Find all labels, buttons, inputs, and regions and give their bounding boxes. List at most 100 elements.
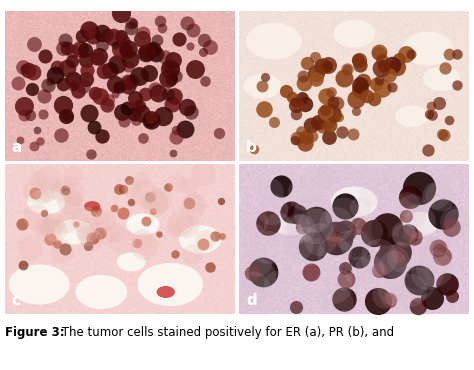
Point <box>119 210 127 216</box>
Point <box>415 277 423 283</box>
Point <box>322 123 329 129</box>
Point <box>52 72 59 78</box>
Point <box>318 124 326 130</box>
Point <box>311 54 319 60</box>
Point <box>128 78 136 84</box>
Point <box>111 42 118 48</box>
Point <box>309 133 316 139</box>
Point <box>325 62 332 68</box>
Point <box>375 49 383 55</box>
Point <box>117 33 124 39</box>
Point <box>447 223 455 229</box>
Point <box>20 112 28 118</box>
Point <box>353 96 360 102</box>
Point <box>103 31 111 37</box>
Point <box>292 99 299 105</box>
Point <box>118 109 126 115</box>
Point <box>85 110 92 116</box>
Point <box>201 78 209 84</box>
Point <box>70 80 77 86</box>
Circle shape <box>180 226 221 253</box>
Point <box>436 193 444 199</box>
Point <box>82 47 89 53</box>
Point <box>212 233 219 239</box>
Point <box>277 183 284 189</box>
Point <box>432 252 440 258</box>
Point <box>385 297 392 303</box>
Point <box>331 236 338 242</box>
Point <box>324 110 331 115</box>
Point <box>128 199 135 205</box>
Point <box>110 229 118 235</box>
Point <box>387 288 394 294</box>
Point <box>411 276 419 282</box>
Point <box>265 189 273 195</box>
Point <box>120 118 128 124</box>
Point <box>46 78 53 84</box>
Point <box>154 90 162 96</box>
Point <box>446 117 453 123</box>
Point <box>100 68 108 74</box>
Circle shape <box>28 190 64 214</box>
Point <box>123 105 131 111</box>
Point <box>356 269 363 275</box>
Point <box>95 53 103 58</box>
Point <box>152 197 160 203</box>
Point <box>415 185 422 191</box>
Point <box>127 20 135 26</box>
Point <box>138 36 146 42</box>
Point <box>147 114 155 120</box>
Point <box>436 247 443 253</box>
Point <box>40 93 47 99</box>
Point <box>374 50 382 56</box>
Point <box>328 110 336 116</box>
Point <box>300 73 307 79</box>
Point <box>190 204 197 209</box>
Point <box>169 57 177 63</box>
Point <box>298 225 305 231</box>
Point <box>374 298 382 304</box>
Point <box>87 237 95 243</box>
Point <box>434 245 442 251</box>
Point <box>292 102 299 108</box>
Point <box>428 102 435 108</box>
Point <box>91 234 99 240</box>
Point <box>40 111 47 117</box>
Point <box>88 235 96 241</box>
Point <box>139 135 147 141</box>
Point <box>443 281 451 287</box>
Point <box>63 219 70 225</box>
Point <box>378 65 385 71</box>
Point <box>322 93 329 99</box>
Point <box>68 58 75 64</box>
Circle shape <box>246 23 301 59</box>
Point <box>140 243 147 249</box>
Point <box>173 135 180 141</box>
Point <box>139 30 147 36</box>
Point <box>132 95 139 101</box>
Point <box>79 83 87 89</box>
Point <box>44 227 52 233</box>
Point <box>156 18 164 24</box>
Point <box>414 303 422 309</box>
Point <box>418 239 425 245</box>
Point <box>351 240 359 246</box>
Point <box>104 68 111 74</box>
Point <box>28 86 36 92</box>
Point <box>393 293 401 299</box>
Point <box>26 245 33 251</box>
Point <box>352 108 360 114</box>
Point <box>143 49 150 55</box>
Point <box>218 233 226 239</box>
Point <box>364 229 372 235</box>
Point <box>402 213 410 219</box>
Point <box>115 186 122 192</box>
Point <box>169 149 177 155</box>
Point <box>254 258 261 264</box>
Point <box>57 188 64 194</box>
Point <box>383 226 391 232</box>
Point <box>270 119 278 125</box>
Point <box>332 221 339 227</box>
Point <box>173 73 180 79</box>
Point <box>172 127 180 133</box>
